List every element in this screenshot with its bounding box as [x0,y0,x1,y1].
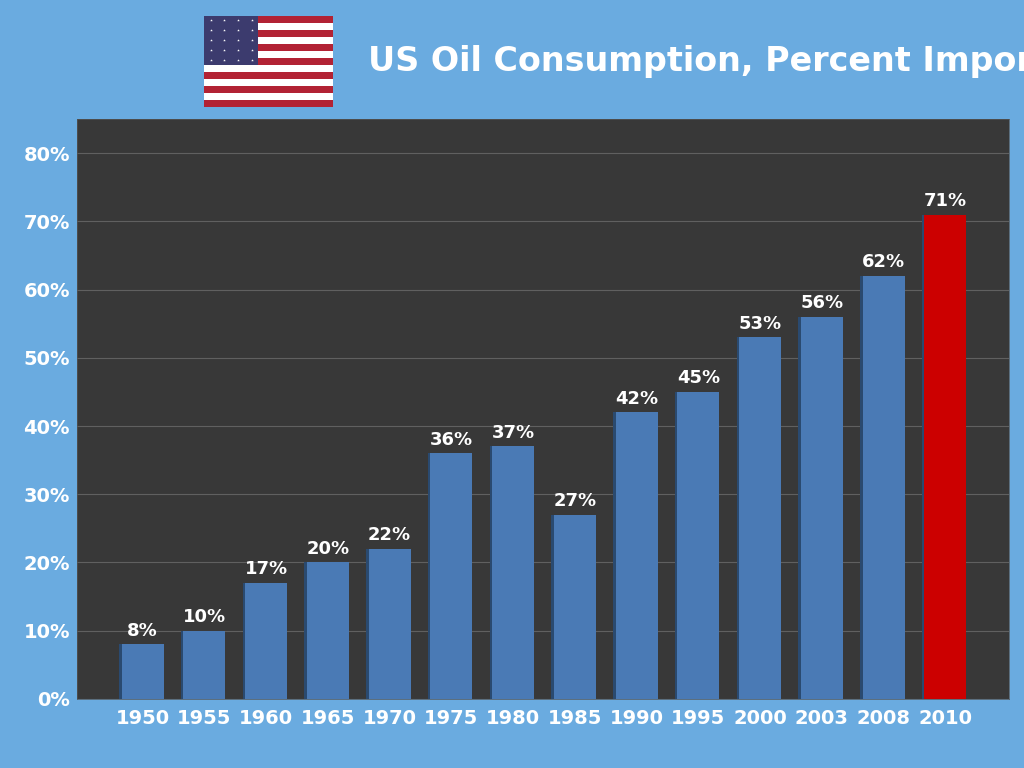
Bar [204,65,333,72]
Bar [122,644,164,699]
Text: 37%: 37% [492,424,535,442]
Bar [204,37,333,44]
Bar [489,446,493,699]
Bar [204,86,333,93]
Text: 8%: 8% [127,621,158,640]
Bar [925,214,967,699]
Bar [304,699,349,703]
Bar [204,15,333,22]
Bar [799,699,843,703]
Bar [675,699,719,703]
Bar [119,644,122,699]
Bar [307,562,349,699]
Text: 62%: 62% [862,253,905,271]
Bar [860,699,904,703]
Bar [204,22,333,30]
Bar [245,583,287,699]
Bar [860,276,862,699]
Bar [922,214,925,699]
Bar [119,699,164,703]
Text: 27%: 27% [553,492,596,510]
Text: 53%: 53% [738,315,781,333]
Bar [551,699,596,703]
Bar [181,699,225,703]
Bar [304,562,307,699]
Bar [204,44,333,51]
Text: US Oil Consumption, Percent Imported: US Oil Consumption, Percent Imported [368,45,1024,78]
Bar [551,515,554,699]
Bar [613,699,657,703]
Bar [367,699,411,703]
Bar [181,631,183,699]
Bar [675,392,677,699]
Bar [428,699,472,703]
Bar [243,583,245,699]
Bar [489,699,535,703]
Bar [204,30,333,37]
Bar [493,446,535,699]
Text: 71%: 71% [924,192,967,210]
Bar [736,699,781,703]
Text: 10%: 10% [183,608,226,626]
Text: 17%: 17% [245,560,288,578]
Text: 42%: 42% [615,389,658,408]
Bar [736,337,739,699]
Text: 56%: 56% [800,294,844,312]
Bar [801,317,843,699]
Text: 22%: 22% [368,526,412,544]
Bar [739,337,781,699]
Bar [204,72,333,79]
Text: 36%: 36% [430,431,473,449]
Bar [554,515,596,699]
Bar [615,412,657,699]
Bar [204,58,333,65]
Bar [204,51,333,58]
Bar [799,317,801,699]
Bar [428,453,430,699]
Text: 20%: 20% [306,540,349,558]
Text: 45%: 45% [677,369,720,387]
Bar [204,79,333,86]
Bar [677,392,719,699]
Bar [862,276,904,699]
Bar [243,699,287,703]
Bar [613,412,615,699]
Bar [183,631,225,699]
Bar [369,549,411,699]
Bar [430,453,472,699]
Bar [204,101,333,108]
Bar [204,93,333,101]
Bar [204,15,258,65]
Bar [922,699,967,703]
Bar [367,549,369,699]
